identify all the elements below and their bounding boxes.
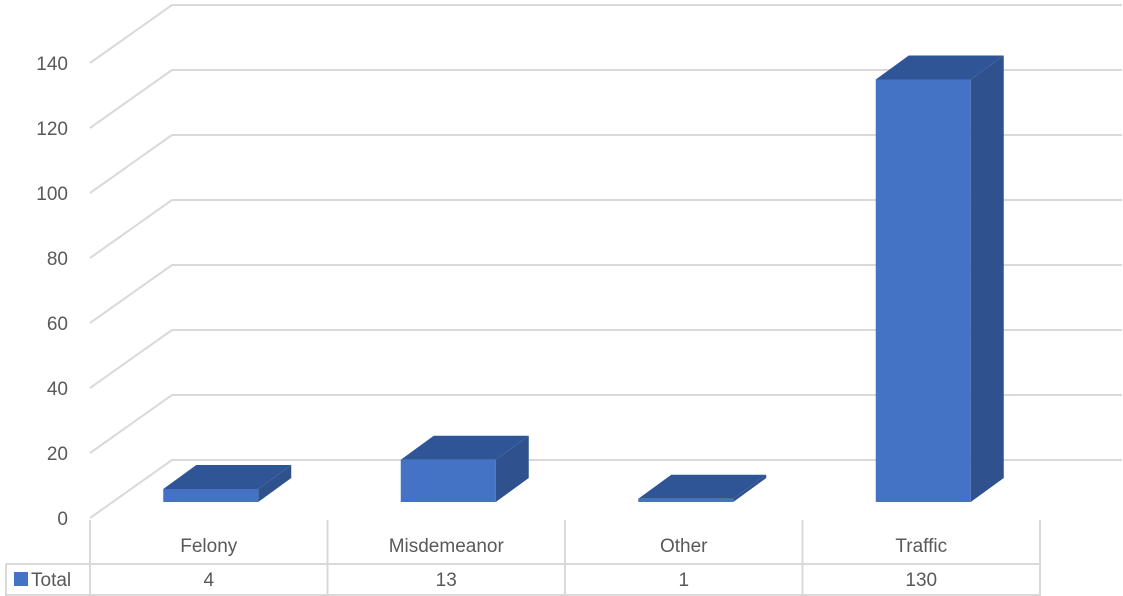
bar-top	[875, 55, 1004, 80]
category-label: Other	[660, 536, 708, 557]
bar	[875, 79, 971, 502]
y-tick-label: 120	[36, 119, 68, 140]
bar-top	[400, 435, 529, 460]
series-label: Total	[31, 570, 71, 591]
bar-side	[970, 55, 1004, 502]
gridline-depth	[89, 199, 173, 259]
bar	[638, 498, 734, 502]
y-tick-label: 100	[36, 184, 68, 205]
category-label: Misdemeanor	[389, 536, 505, 557]
y-axis-ticks: 0 20 40 60 80 100 120 140	[36, 54, 68, 530]
y-tick-label: 0	[57, 509, 68, 530]
y-tick-label: 40	[47, 379, 68, 400]
gridline-depth	[89, 329, 173, 389]
bar-side	[258, 465, 292, 502]
bar	[400, 459, 496, 502]
gridline-depth	[89, 459, 173, 519]
category-label: Felony	[180, 536, 238, 557]
gridline-depth	[89, 69, 173, 129]
data-label: 130	[905, 570, 937, 591]
data-label: 13	[436, 570, 457, 591]
bar-top	[638, 474, 767, 499]
bar-side	[733, 474, 767, 502]
bar-top	[163, 465, 292, 489]
gridline-depth	[89, 4, 173, 64]
bar-side	[495, 435, 529, 502]
data-label: 4	[203, 570, 214, 591]
y-tick-label: 60	[47, 314, 68, 335]
gridline-depth	[89, 394, 173, 454]
y-tick-label: 20	[47, 444, 68, 465]
gridline-depth	[89, 264, 173, 324]
data-table: Felony Misdemeanor Other Traffic Total 4 13 1 13…	[5, 520, 1041, 596]
bar-layer	[163, 55, 1004, 502]
category-label: Traffic	[895, 536, 947, 557]
y-tick-label: 140	[36, 54, 68, 75]
gridline-depth	[89, 134, 173, 194]
data-label: 1	[678, 570, 689, 591]
legend-swatch	[14, 572, 28, 586]
y-tick-label: 80	[47, 249, 68, 270]
bar	[163, 489, 259, 502]
